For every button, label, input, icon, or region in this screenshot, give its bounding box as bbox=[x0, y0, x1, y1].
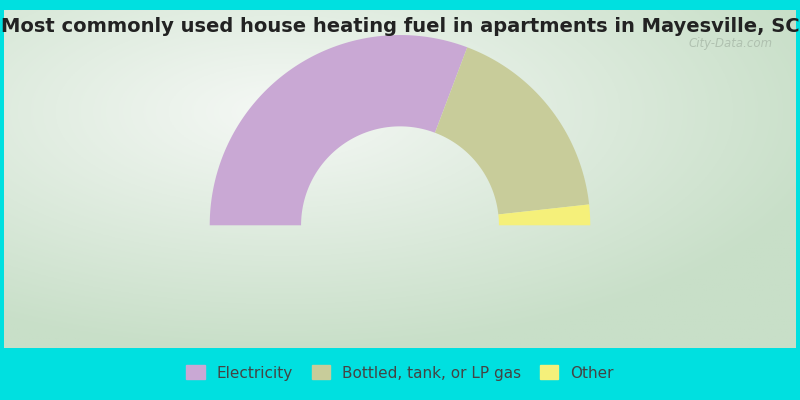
Polygon shape bbox=[435, 47, 589, 214]
Polygon shape bbox=[498, 204, 590, 225]
Legend: Electricity, Bottled, tank, or LP gas, Other: Electricity, Bottled, tank, or LP gas, O… bbox=[186, 366, 614, 380]
Polygon shape bbox=[210, 35, 467, 225]
Text: Most commonly used house heating fuel in apartments in Mayesville, SC: Most commonly used house heating fuel in… bbox=[1, 16, 799, 36]
Text: City-Data.com: City-Data.com bbox=[688, 37, 772, 50]
